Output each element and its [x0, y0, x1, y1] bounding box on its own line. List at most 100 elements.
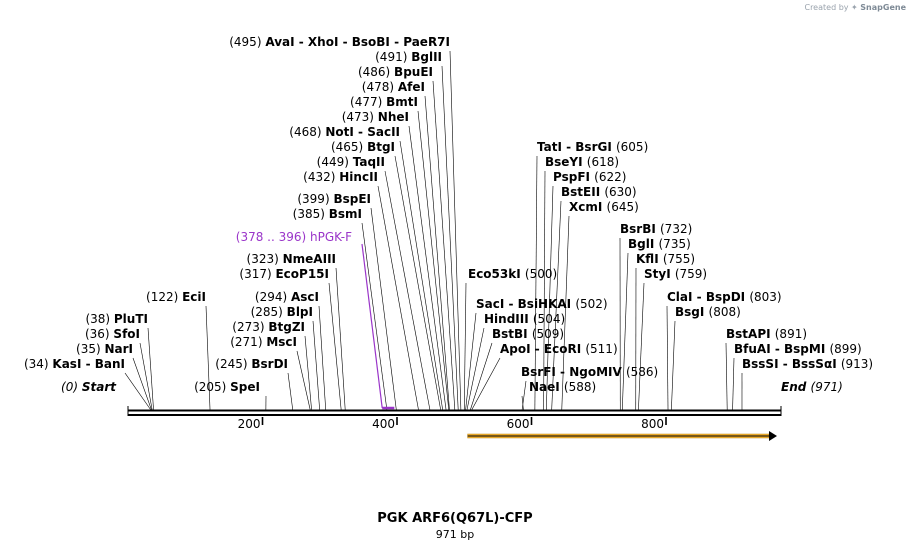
end-marker-label[interactable]: End (971)	[781, 380, 843, 394]
site-bstapi-part1: BstAPI	[726, 327, 775, 341]
site-bsrbi-label[interactable]: BsrBI (732)	[620, 222, 692, 236]
site-apoi-leader	[471, 357, 501, 411]
site-bglii-label[interactable]: (491) BglII	[375, 50, 442, 64]
site-nmeaiii-part1: (323)	[247, 252, 283, 266]
site-btgi-part1: (465)	[331, 140, 367, 154]
site-naei-part2: (588)	[564, 380, 596, 394]
site-blpi-part1: (285)	[251, 305, 287, 319]
site-bstapi-label[interactable]: BstAPI (891)	[726, 327, 807, 341]
site-pspfi-part1: PspFI	[553, 170, 594, 184]
site-pluti-part1: (38)	[85, 312, 113, 326]
site-bsrdi-label[interactable]: (245) BsrDI	[215, 357, 288, 371]
site-nhei-part1: (473)	[342, 110, 378, 124]
site-asci-label[interactable]: (294) AscI	[255, 290, 319, 304]
site-spei-part2: SpeI	[230, 380, 260, 394]
site-bsteii-label[interactable]: BstEII (630)	[561, 185, 637, 199]
site-bsgi-label[interactable]: BsgI (808)	[675, 305, 741, 319]
site-asci-leader	[318, 305, 327, 411]
site-sfoi-label[interactable]: (36) SfoI	[85, 327, 140, 341]
site-styi-label[interactable]: StyI (759)	[644, 267, 707, 281]
site-kasi-label[interactable]: (34) KasI - BanI	[24, 357, 125, 371]
site-bstbi-label[interactable]: BstBI (509)	[492, 327, 564, 341]
site-pluti-part2: PluTI	[114, 312, 148, 326]
site-hindiii-part1: HindIII	[484, 312, 533, 326]
site-bsgi-part2: (808)	[709, 305, 741, 319]
site-afei-label[interactable]: (478) AfeI	[362, 80, 425, 94]
site-nari-label[interactable]: (35) NarI	[76, 342, 133, 356]
site-blpi-label[interactable]: (285) BlpI	[251, 305, 313, 319]
ruler-tick-label-200: 200	[238, 417, 261, 431]
site-taqii-label[interactable]: (449) TaqII	[317, 155, 385, 169]
site-btgi-label[interactable]: (465) BtgI	[331, 140, 395, 154]
site-nari-part1: (35)	[76, 342, 104, 356]
site-bfuai-part2: (899)	[829, 342, 861, 356]
site-spei-label[interactable]: (205) SpeI	[194, 380, 260, 394]
site-noti-label[interactable]: (468) NotI - SacII	[289, 125, 400, 139]
site-bpuei-leader	[432, 80, 456, 411]
site-bsrdi-leader	[287, 372, 294, 411]
site-sfoi-part1: (36)	[85, 327, 113, 341]
site-noti-part1: (468)	[289, 125, 325, 139]
site-naei-label[interactable]: NaeI (588)	[529, 380, 596, 394]
site-saci-label[interactable]: SacI - BsiHKAI (502)	[476, 297, 608, 311]
site-tati-label[interactable]: TatI - BsrGI (605)	[537, 140, 648, 154]
ruler-tick-label-400: 400	[372, 417, 395, 431]
site-pluti-label[interactable]: (38) PluTI	[85, 312, 148, 326]
site-bseyi-label[interactable]: BseYI (618)	[545, 155, 619, 169]
site-pspfi-part2: (622)	[594, 170, 626, 184]
start-marker-label[interactable]: (0) Start	[61, 380, 117, 394]
site-bsssi-part2: (913)	[841, 357, 873, 371]
site-apoi-part2: (511)	[585, 342, 617, 356]
site-hindiii-leader	[466, 327, 485, 411]
site-pluti-leader	[147, 327, 154, 411]
site-eco53ki-part2: (500)	[525, 267, 557, 281]
site-bgli-label[interactable]: BglI (735)	[628, 237, 691, 251]
site-ecop15i-label[interactable]: (317) EcoP15I	[239, 267, 329, 281]
site-bmti-label[interactable]: (477) BmtI	[350, 95, 418, 109]
site-msci-label[interactable]: (271) MscI	[230, 335, 297, 349]
site-ecii-part2: EciI	[182, 290, 206, 304]
site-hincii-part2: HincII	[339, 170, 378, 184]
site-kasi-part2: KasI - BanI	[52, 357, 125, 371]
site-avai-label[interactable]: (495) AvaI - XhoI - BsoBI - PaeR7I	[229, 35, 450, 49]
site-hindiii-label[interactable]: HindIII (504)	[484, 312, 565, 326]
site-bsrdi-part1: (245)	[215, 357, 251, 371]
site-bstapi-leader	[725, 342, 728, 411]
site-bfuai-label[interactable]: BfuAI - BspMI (899)	[734, 342, 862, 356]
site-bglii-leader	[441, 65, 459, 411]
site-bsrdi-part2: BsrDI	[251, 357, 288, 371]
site-btgi-leader	[394, 155, 442, 411]
site-btgzi-label[interactable]: (273) BtgZI	[232, 320, 305, 334]
site-hincii-part1: (432)	[303, 170, 339, 184]
site-bsrbi-part2: (732)	[660, 222, 692, 236]
site-eco53ki-label[interactable]: Eco53kI (500)	[468, 267, 557, 281]
site-kasi-part1: (34)	[24, 357, 52, 371]
primer-name: hPGK-F	[310, 230, 352, 244]
site-nmeaiii-label[interactable]: (323) NmeAIII	[247, 252, 336, 266]
credit-brand: SnapGene	[860, 3, 906, 12]
site-bsrfi-part2: (586)	[626, 365, 658, 379]
site-bsmi-label[interactable]: (385) BsmI	[293, 207, 362, 221]
site-nhei-leader	[408, 125, 447, 411]
primer-label[interactable]: (378 .. 396) hPGK-F	[236, 230, 352, 244]
site-bpuei-label[interactable]: (486) BpuEI	[358, 65, 433, 79]
site-bsrfi-label[interactable]: BsrFI - NgoMIV (586)	[521, 365, 658, 379]
site-clai-label[interactable]: ClaI - BspDI (803)	[667, 290, 782, 304]
site-pspfi-label[interactable]: PspFI (622)	[553, 170, 626, 184]
site-hincii-label[interactable]: (432) HincII	[303, 170, 378, 184]
site-apoi-label[interactable]: ApoI - EcoRI (511)	[500, 342, 618, 356]
site-bspei-label[interactable]: (399) BspEI	[297, 192, 371, 206]
primer-leader	[361, 243, 383, 409]
site-nmeaiii-part2: NmeAIII	[283, 252, 336, 266]
site-nhei-label[interactable]: (473) NheI	[342, 110, 409, 124]
site-ecop15i-part2: EcoP15I	[275, 267, 329, 281]
site-bmti-part2: BmtI	[386, 95, 418, 109]
site-xcmi-label[interactable]: XcmI (645)	[569, 200, 639, 214]
site-bsssi-label[interactable]: BssSI - BssSαI (913)	[742, 357, 873, 371]
site-avai-part1: (495)	[229, 35, 265, 49]
site-nari-leader	[132, 357, 152, 411]
site-kfli-label[interactable]: KflI (755)	[636, 252, 695, 266]
snapgene-credit: Created by ✦ SnapGene	[804, 3, 906, 12]
site-ecii-label[interactable]: (122) EciI	[146, 290, 206, 304]
